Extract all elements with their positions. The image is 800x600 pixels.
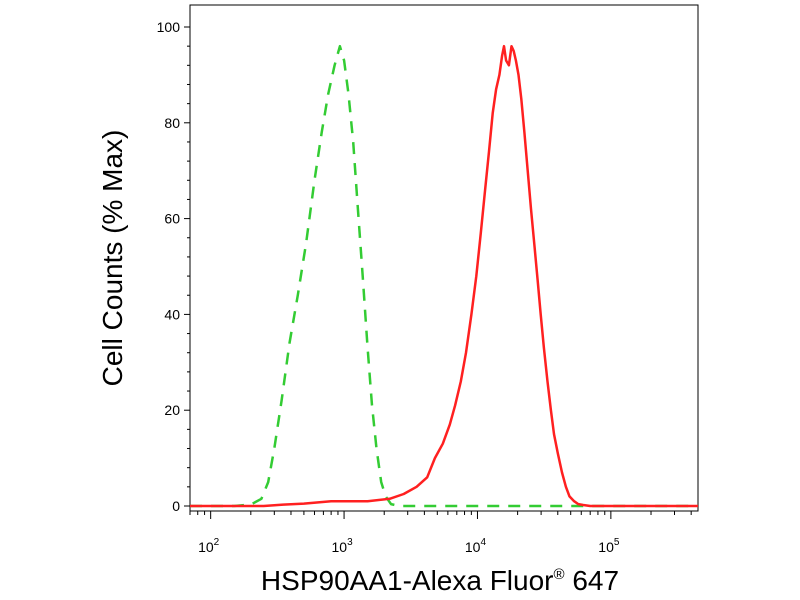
series-line-dashed [190, 44, 698, 508]
x-tick-base: 10 [198, 539, 214, 555]
x-tick-exponent: 2 [214, 537, 220, 548]
x-tick-base: 10 [465, 539, 481, 555]
y-axis: 0 20 40 60 80 100 [157, 19, 190, 514]
y-tick-label: 40 [164, 306, 180, 322]
plot-frame [189, 4, 699, 512]
x-tick-exponent: 4 [480, 537, 486, 548]
x-tick-label: 105 [598, 537, 620, 555]
y-tick-label: 20 [164, 402, 180, 418]
y-tick-label: 80 [164, 115, 180, 131]
series-line-solid [190, 44, 698, 508]
y-tick-label: 100 [157, 19, 181, 35]
x-tick-label: 103 [331, 537, 353, 555]
x-tick-base: 10 [331, 539, 347, 555]
x-tick-base: 10 [598, 539, 614, 555]
x-tick-label: 102 [198, 537, 220, 555]
y-axis-title: Cell Counts (% Max) [97, 130, 128, 387]
x-axis-title-main: HSP90AA1-Alexa Fluor [261, 565, 554, 596]
x-axis: 102 103 104 105 [189, 511, 692, 555]
x-tick-label: 104 [465, 537, 487, 555]
x-axis-title: HSP90AA1-Alexa Fluor® 647 [261, 565, 619, 596]
x-axis-title-suffix: 647 [565, 565, 620, 596]
x-tick-exponent: 3 [347, 537, 353, 548]
x-tick-exponent: 5 [614, 537, 620, 548]
y-tick-label: 60 [164, 211, 180, 227]
series-layer [190, 44, 698, 508]
y-tick-label: 0 [172, 498, 180, 514]
x-axis-title-sup: ® [554, 566, 565, 583]
